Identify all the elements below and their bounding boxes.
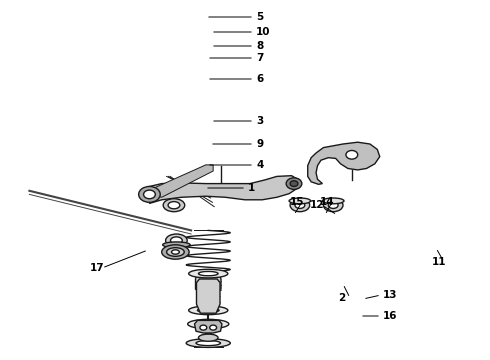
- Ellipse shape: [200, 325, 207, 330]
- Text: 12: 12: [310, 200, 324, 210]
- Ellipse shape: [322, 198, 344, 204]
- Ellipse shape: [328, 202, 338, 208]
- Text: 8: 8: [256, 41, 263, 51]
- Ellipse shape: [167, 248, 184, 256]
- Polygon shape: [147, 165, 213, 197]
- Ellipse shape: [162, 245, 189, 259]
- Polygon shape: [195, 320, 222, 333]
- Text: 14: 14: [320, 197, 335, 207]
- Polygon shape: [199, 320, 217, 333]
- Text: 3: 3: [256, 116, 263, 126]
- Ellipse shape: [139, 186, 160, 202]
- Ellipse shape: [346, 150, 358, 159]
- Text: 15: 15: [290, 197, 304, 207]
- Ellipse shape: [196, 341, 220, 346]
- Text: 9: 9: [256, 139, 263, 149]
- Ellipse shape: [323, 199, 343, 212]
- Polygon shape: [308, 142, 380, 184]
- Text: 6: 6: [256, 74, 263, 84]
- Ellipse shape: [198, 271, 218, 276]
- Ellipse shape: [144, 190, 155, 199]
- Ellipse shape: [197, 322, 219, 326]
- Text: 16: 16: [383, 311, 397, 321]
- Ellipse shape: [166, 234, 187, 247]
- Ellipse shape: [186, 339, 230, 347]
- Text: 10: 10: [256, 27, 270, 37]
- Text: 13: 13: [383, 290, 397, 300]
- Ellipse shape: [172, 250, 179, 254]
- Ellipse shape: [198, 334, 218, 341]
- Ellipse shape: [290, 199, 310, 212]
- Text: 2: 2: [338, 293, 345, 303]
- Ellipse shape: [286, 178, 302, 189]
- Ellipse shape: [197, 270, 219, 275]
- Polygon shape: [196, 279, 220, 313]
- Ellipse shape: [168, 202, 180, 209]
- Text: 5: 5: [256, 12, 263, 22]
- Ellipse shape: [163, 199, 185, 212]
- Ellipse shape: [289, 198, 311, 204]
- Text: 4: 4: [256, 160, 264, 170]
- Ellipse shape: [163, 242, 190, 248]
- Ellipse shape: [189, 306, 228, 315]
- Polygon shape: [196, 273, 221, 292]
- Text: 11: 11: [432, 257, 446, 267]
- Ellipse shape: [189, 269, 228, 278]
- Polygon shape: [149, 176, 299, 203]
- Ellipse shape: [188, 319, 229, 329]
- Text: 17: 17: [90, 263, 105, 273]
- Ellipse shape: [290, 181, 298, 186]
- Text: 1: 1: [248, 183, 255, 193]
- Text: 7: 7: [256, 53, 264, 63]
- Ellipse shape: [210, 325, 217, 330]
- Ellipse shape: [171, 237, 182, 244]
- Ellipse shape: [295, 202, 305, 208]
- Ellipse shape: [197, 308, 219, 312]
